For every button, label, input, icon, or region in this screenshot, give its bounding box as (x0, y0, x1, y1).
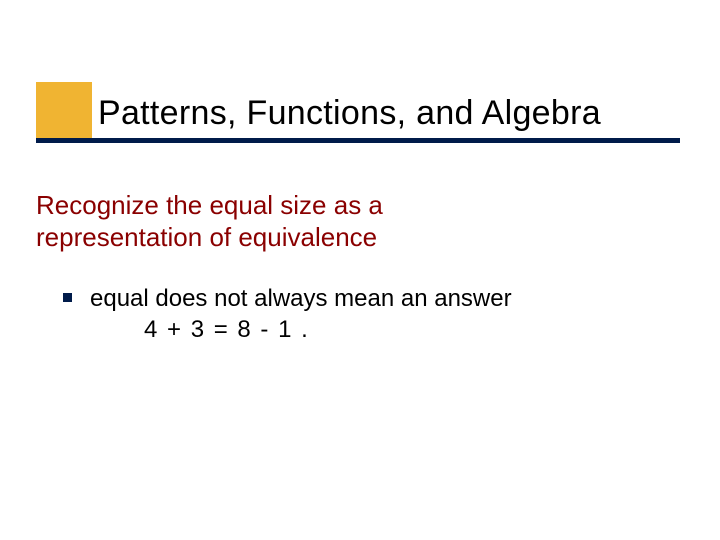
bullet-text: equal does not always mean an answer (90, 283, 512, 314)
square-bullet-icon (63, 293, 72, 302)
bullet-item: equal does not always mean an answer (63, 283, 512, 314)
equation-text: 4 + 3 = 8 - 1 . (144, 316, 308, 344)
slide-title: Patterns, Functions, and Algebra (98, 94, 601, 133)
title-underline (36, 138, 680, 143)
accent-square (36, 82, 92, 138)
subtitle-line-1: Recognize the equal size as a (36, 190, 383, 221)
subtitle-line-2: representation of equivalence (36, 222, 377, 253)
